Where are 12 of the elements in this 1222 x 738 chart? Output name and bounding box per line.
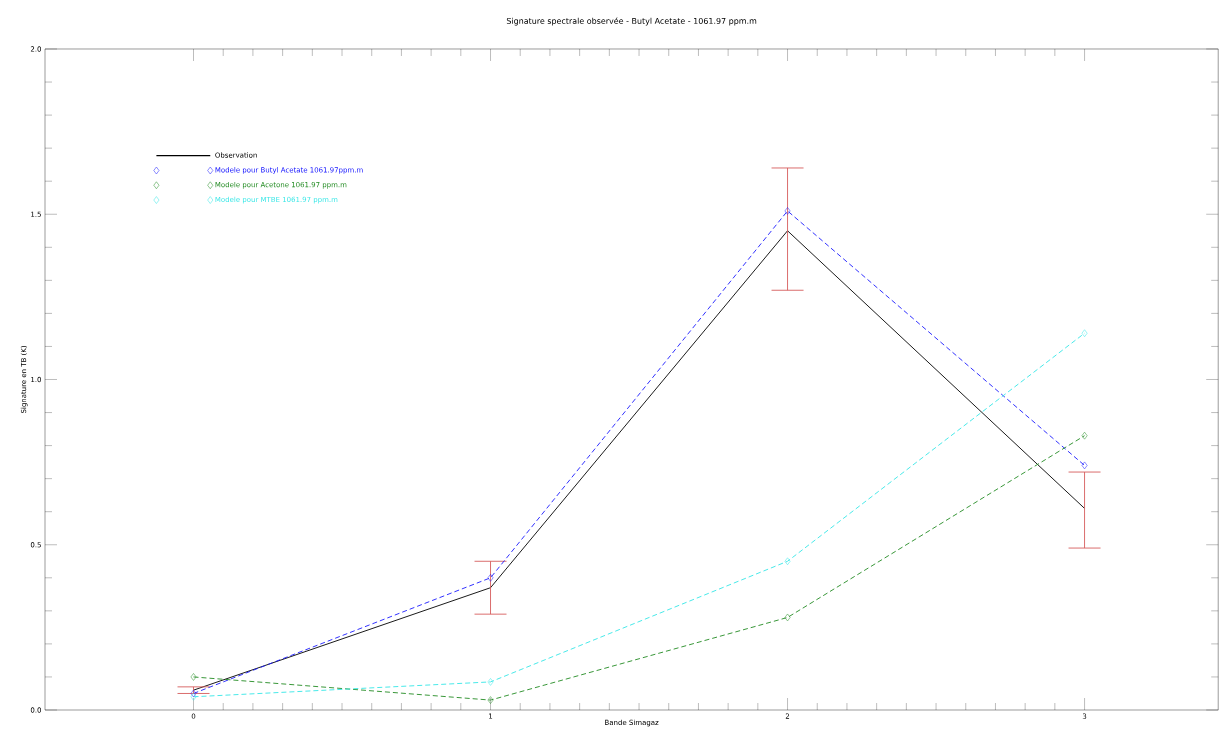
- point: [190, 693, 197, 701]
- point: [784, 557, 791, 566]
- point: [190, 673, 197, 681]
- point: [1081, 461, 1088, 470]
- point: [1081, 431, 1088, 440]
- point: [487, 574, 494, 582]
- point: [487, 678, 494, 686]
- point: [190, 689, 197, 698]
- point: [487, 696, 494, 704]
- point: [784, 613, 791, 622]
- point: [1081, 329, 1088, 337]
- point: [784, 207, 791, 215]
